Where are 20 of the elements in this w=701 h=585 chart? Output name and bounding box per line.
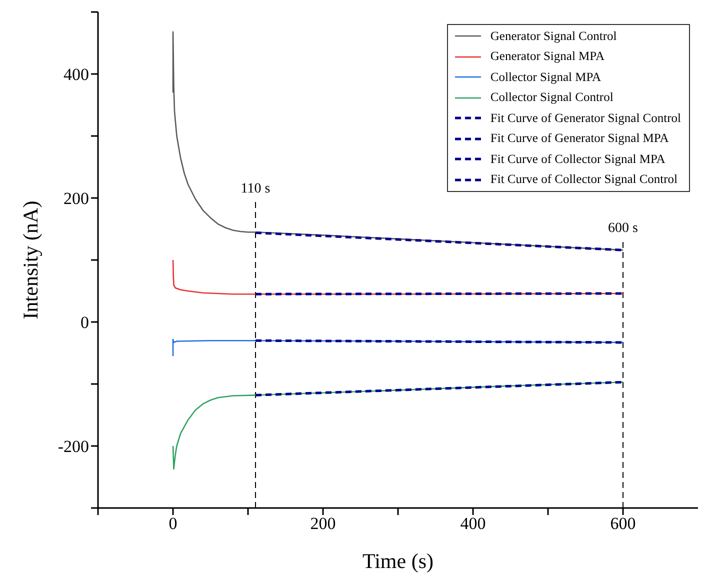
ref-line-label: 110 s bbox=[240, 181, 270, 196]
legend-label: Fit Curve of Generator Signal MPA bbox=[490, 131, 669, 146]
x-tick-label: 600 bbox=[610, 514, 636, 534]
x-tick-label: 200 bbox=[310, 514, 336, 534]
legend-label: Fit Curve of Collector Signal MPA bbox=[490, 152, 666, 167]
legend-label: Collector Signal Control bbox=[490, 90, 614, 106]
legend-label: Generator Signal MPA bbox=[490, 49, 605, 64]
y-tick-label: 200 bbox=[64, 189, 89, 208]
y-tick-label: 0 bbox=[80, 313, 89, 332]
legend-label: Generator Signal Control bbox=[490, 28, 617, 44]
ref-line-label: 600 s bbox=[608, 221, 638, 236]
legend-label: Fit Curve of Collector Signal Control bbox=[490, 172, 678, 188]
y-tick-label: -200 bbox=[58, 437, 89, 456]
x-tick-label: 400 bbox=[460, 514, 486, 534]
y-tick-label: 400 bbox=[64, 65, 89, 84]
legend-label: Fit Curve of Generator Signal Control bbox=[490, 110, 681, 126]
y-axis-title: Intensity (nA) bbox=[18, 200, 42, 320]
x-tick-label: 0 bbox=[168, 514, 178, 534]
x-axis-title: Time (s) bbox=[362, 549, 434, 573]
legend-label: Collector Signal MPA bbox=[490, 70, 602, 85]
